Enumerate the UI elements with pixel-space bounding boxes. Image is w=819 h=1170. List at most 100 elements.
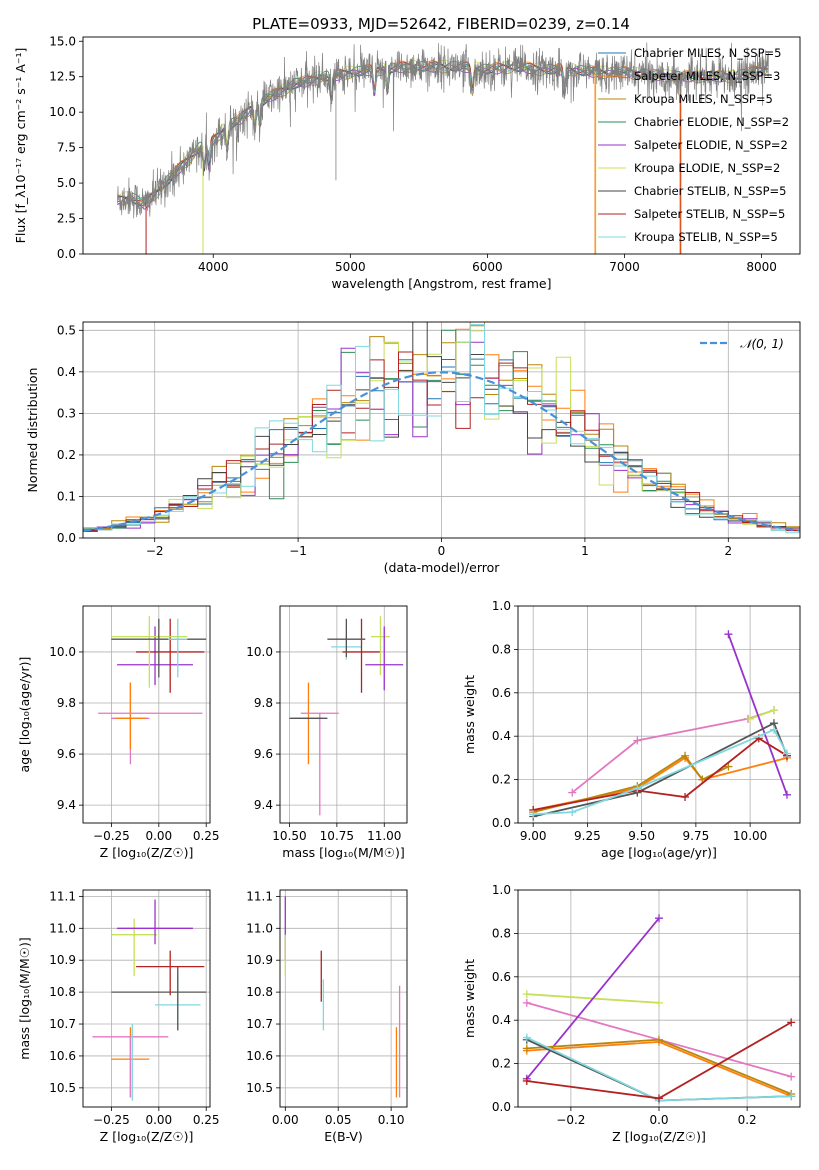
x-tick-label: 6000: [472, 260, 503, 274]
y-tick-label: 1.0: [492, 883, 511, 897]
weight-marker: [655, 1094, 663, 1103]
y-tick-label: 10.7: [49, 1017, 76, 1031]
x-tick-label: 8000: [746, 260, 777, 274]
y-tick-label: 10.9: [246, 953, 273, 967]
weight-marker: [724, 762, 733, 771]
y-tick-label: 12.5: [49, 70, 76, 84]
y-tick-label: 0.0: [492, 1100, 511, 1114]
y-tick-label: 10.0: [246, 645, 273, 659]
legend-label: Chabrier ELODIE, N_SSP=2: [634, 115, 789, 129]
weight-marker: [655, 914, 663, 923]
histogram-step-line: [83, 324, 800, 534]
legend-label: Chabrier MILES, N_SSP=5: [634, 46, 781, 60]
x-tick-label: 9.25: [574, 829, 601, 843]
y-tick-label: 9.6: [57, 747, 76, 761]
y-tick-label: 9.4: [254, 798, 273, 812]
y-tick-label: 1.0: [492, 599, 511, 613]
plot-area-3: [280, 606, 407, 823]
x-tick-label: 0.0: [649, 1113, 668, 1127]
axes-frame: [82, 605, 211, 824]
y-tick-label: 0.2: [492, 1057, 511, 1071]
y-tick-label: 0.0: [57, 247, 76, 261]
axes-frame: [517, 889, 801, 1108]
y-tick-label: 10.0: [49, 645, 76, 659]
x-tick-label: 4000: [198, 260, 229, 274]
weight-marker: [782, 790, 791, 799]
y-tick-label: 10.0: [49, 105, 76, 119]
x-tick-label: 7000: [609, 260, 640, 274]
y-tick-label: 9.4: [57, 798, 76, 812]
x-tick-label: 0.00: [145, 1113, 172, 1127]
y-tick-label: 10.8: [49, 985, 76, 999]
weight-marker: [769, 725, 778, 734]
weight-marker: [787, 1018, 796, 1027]
weight-marker: [655, 1035, 663, 1044]
x-tick-label: −1: [289, 544, 307, 558]
x-axis-label: (data-model)/error: [384, 560, 501, 575]
y-axis-label: age [log₁₀(age/yr)]: [17, 657, 32, 773]
weight-marker: [568, 808, 577, 817]
weight-line: [532, 721, 788, 818]
axes-frame: [279, 605, 408, 824]
y-tick-label: 11.1: [246, 889, 273, 903]
x-axis-label: E(B-V): [324, 1129, 363, 1144]
y-tick-label: 15.0: [49, 34, 76, 48]
y-tick-label: 9.8: [254, 696, 273, 710]
plot-area-4: [518, 606, 800, 823]
y-tick-label: 0.6: [492, 686, 511, 700]
x-tick-label: 0.10: [378, 1113, 405, 1127]
axes-frame: [82, 36, 801, 255]
axes-frame: [82, 321, 801, 539]
plot-area-1: [83, 322, 800, 538]
plot-area-7: [518, 890, 800, 1107]
y-axis-label: Normed distribution: [25, 368, 40, 493]
legend-label: Salpeter MILES, N_SSP=3: [634, 69, 780, 83]
weight-marker: [681, 751, 690, 760]
y-tick-label: 11.0: [49, 921, 76, 935]
histogram-step-line: [83, 322, 800, 531]
x-tick-label: 0: [438, 544, 446, 558]
x-tick-label: −0.25: [93, 1113, 130, 1127]
y-tick-label: 5.0: [57, 176, 76, 190]
x-tick-label: 9.50: [628, 829, 655, 843]
y-tick-label: 10.7: [246, 1017, 273, 1031]
x-tick-label: 0.25: [193, 829, 220, 843]
x-tick-label: 11.00: [367, 829, 401, 843]
x-tick-label: 0.05: [325, 1113, 352, 1127]
x-tick-label: −2: [146, 544, 164, 558]
weight-line: [727, 633, 788, 796]
weight-marker: [724, 630, 733, 639]
legend-label: Kroupa MILES, N_SSP=5: [634, 92, 773, 106]
x-tick-label: 9.00: [520, 829, 547, 843]
weight-marker: [633, 736, 642, 745]
weight-marker: [633, 784, 642, 793]
y-tick-label: 0.8: [492, 642, 511, 656]
weight-marker: [529, 810, 538, 819]
y-tick-label: 9.8: [57, 696, 76, 710]
x-tick-label: 0.25: [193, 1113, 220, 1127]
weight-marker: [746, 714, 755, 723]
weight-line: [526, 917, 660, 1080]
x-tick-label: 0.2: [738, 1113, 757, 1127]
y-axis-label: mass [log₁₀(M/M☉)]: [17, 937, 32, 1059]
x-tick-label: 10.50: [272, 829, 306, 843]
x-tick-label: 1: [581, 544, 589, 558]
y-tick-label: 0.0: [57, 531, 76, 545]
y-axis-label: Flux [f_λ10⁻¹⁷ erg cm⁻² s⁻¹ A⁻¹]: [13, 48, 28, 244]
axes-frame: [82, 889, 211, 1108]
y-tick-label: 0.8: [492, 926, 511, 940]
weight-marker: [787, 1092, 796, 1101]
x-tick-label: −0.2: [556, 1113, 585, 1127]
observed-spectrum-line: [116, 42, 769, 219]
y-tick-label: 0.6: [492, 970, 511, 984]
y-tick-label: 11.1: [49, 889, 76, 903]
weight-marker: [522, 1044, 531, 1053]
legend-label: Kroupa ELODIE, N_SSP=2: [634, 161, 780, 175]
weight-marker: [681, 792, 690, 801]
legend-label: 𝒩(0, 1): [740, 337, 784, 351]
weight-marker: [522, 1033, 531, 1042]
legend-label: Salpeter ELODIE, N_SSP=2: [634, 138, 788, 152]
x-tick-label: 9.75: [683, 829, 710, 843]
weight-marker: [787, 1072, 796, 1081]
x-tick-label: 10.75: [320, 829, 354, 843]
